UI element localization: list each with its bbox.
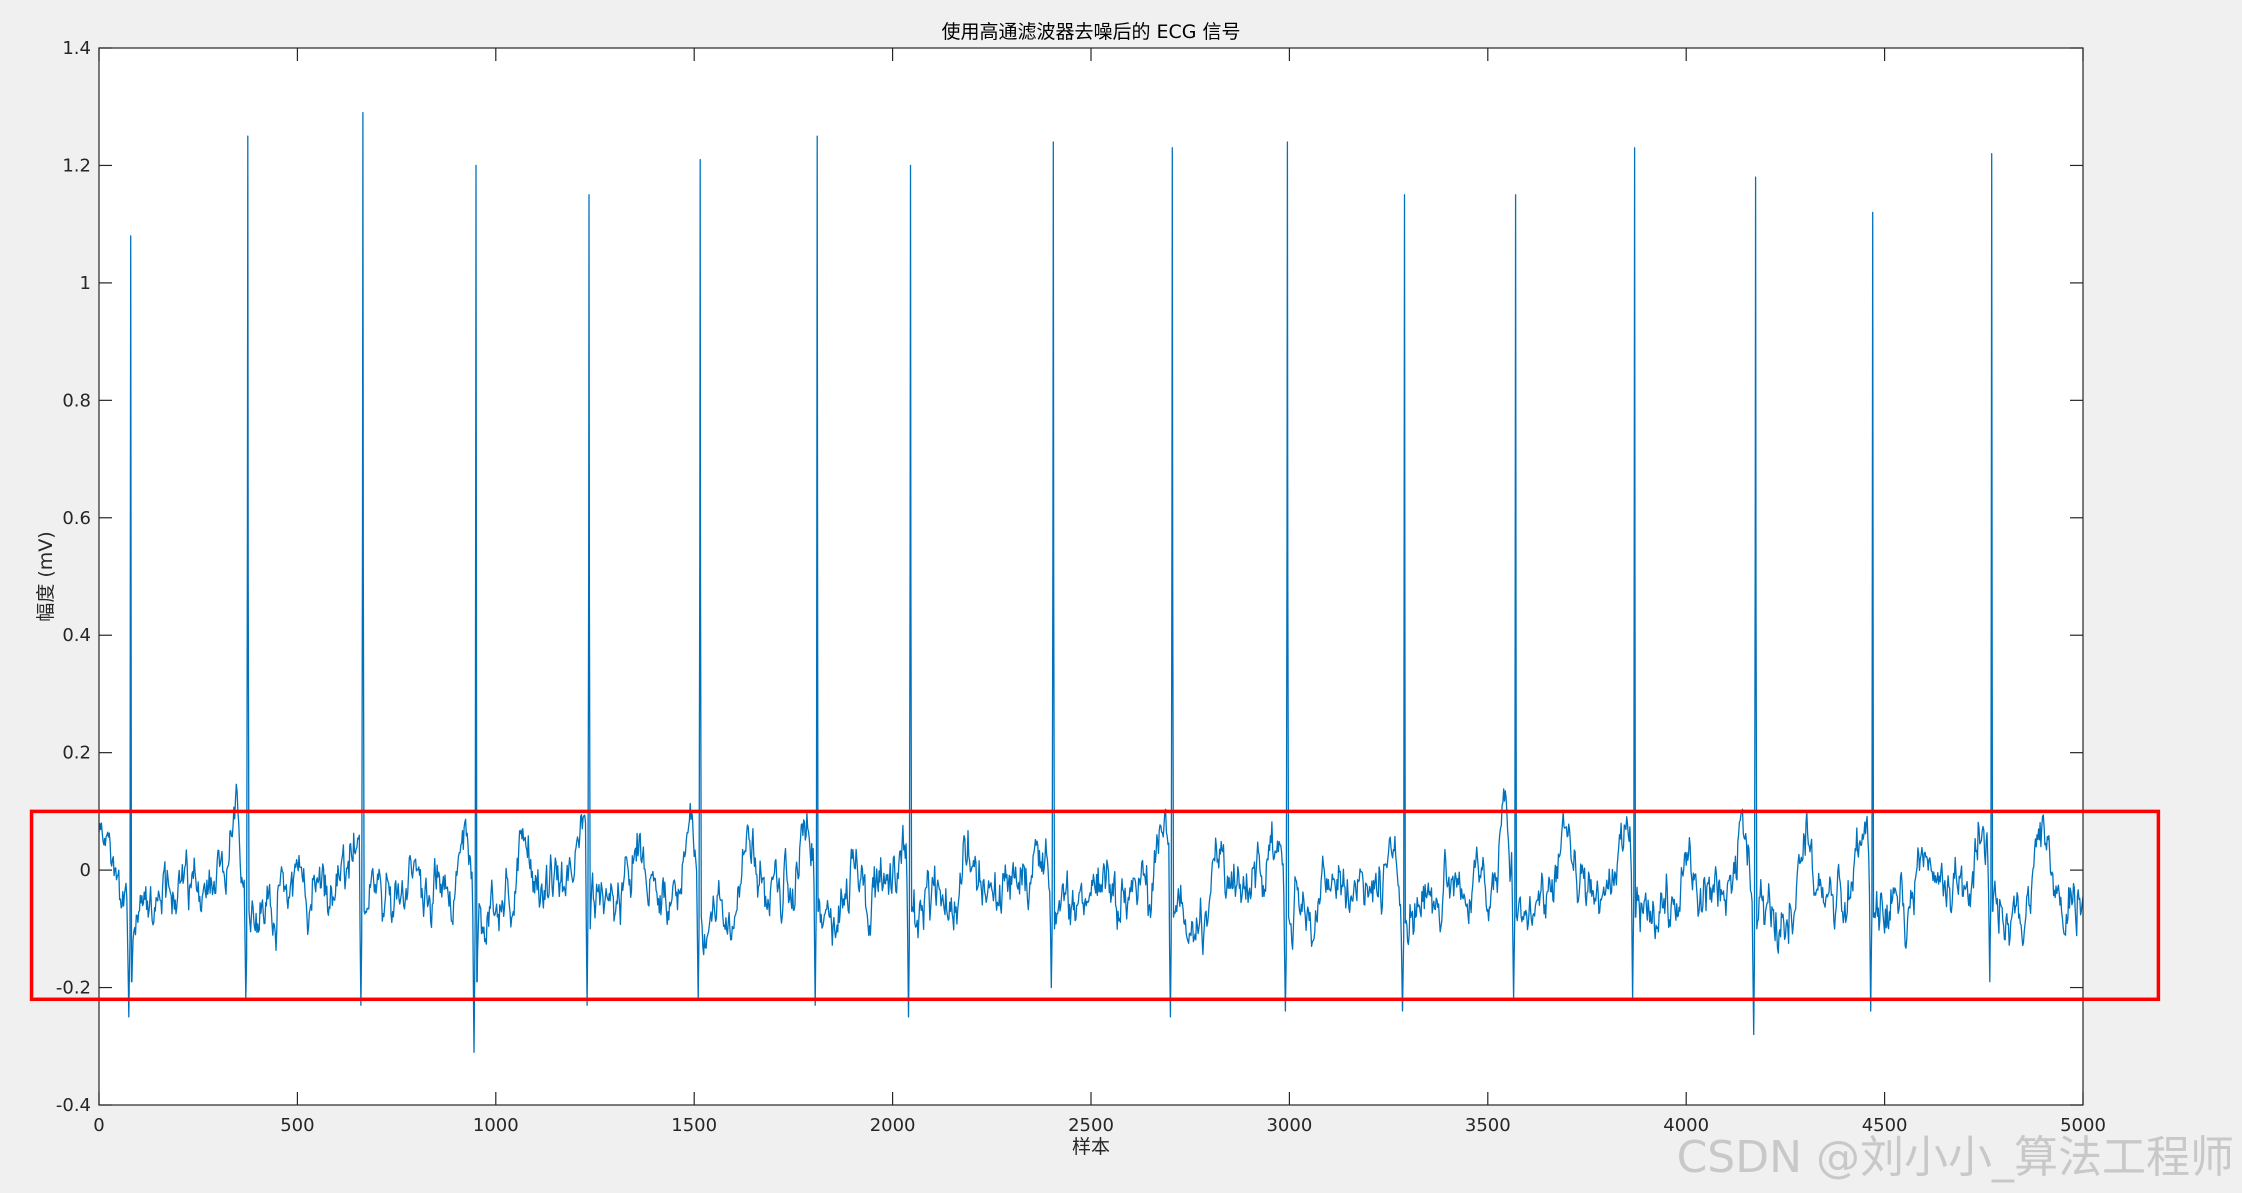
x-tick-label: 4500 [1862, 1115, 1908, 1136]
y-tick-label: 0 [80, 860, 91, 881]
y-tick-label: 0.4 [62, 625, 91, 646]
ticks-layer: 0 500 1000 1500 2000 2500 3000 3500 4000 4500 5000… [56, 38, 2106, 1136]
x-axis-label: 样本 [1072, 1136, 1110, 1158]
y-tick-label: 1.4 [62, 38, 91, 59]
y-tick-label: -0.2 [56, 978, 91, 999]
x-tick-label: 1500 [671, 1115, 717, 1136]
plot-border [98, 47, 2084, 1106]
x-tick-label: 4000 [1663, 1115, 1709, 1136]
y-tick-label: 0.6 [62, 508, 91, 529]
x-tick-label: 0 [93, 1115, 104, 1136]
plot-area [99, 48, 2083, 1105]
x-tick-label: 2000 [870, 1115, 916, 1136]
annotation-layer [29, 809, 2161, 1002]
x-tick-label: 1000 [473, 1115, 519, 1136]
x-tick-label: 2500 [1068, 1115, 1114, 1136]
y-tick-label: 0.2 [62, 743, 91, 764]
y-tick-label: 0.8 [62, 390, 91, 411]
x-tick-label: 500 [280, 1115, 314, 1136]
y-tick-label: 1 [80, 273, 91, 294]
y-tick-label: 1.2 [62, 155, 91, 176]
watermark: CSDN @刘小小_算法工程师 [1676, 1132, 2234, 1183]
x-tick-label: 5000 [2060, 1115, 2106, 1136]
chart-title: 使用高通滤波器去噪后的 ECG 信号 [941, 21, 1240, 43]
x-tick-label: 3000 [1266, 1115, 1312, 1136]
x-tick-label: 3500 [1465, 1115, 1511, 1136]
highlight-rectangle [29, 809, 2161, 1002]
y-tick-label: -0.4 [56, 1095, 91, 1116]
y-axis-label: 幅度 (mV) [35, 531, 57, 621]
